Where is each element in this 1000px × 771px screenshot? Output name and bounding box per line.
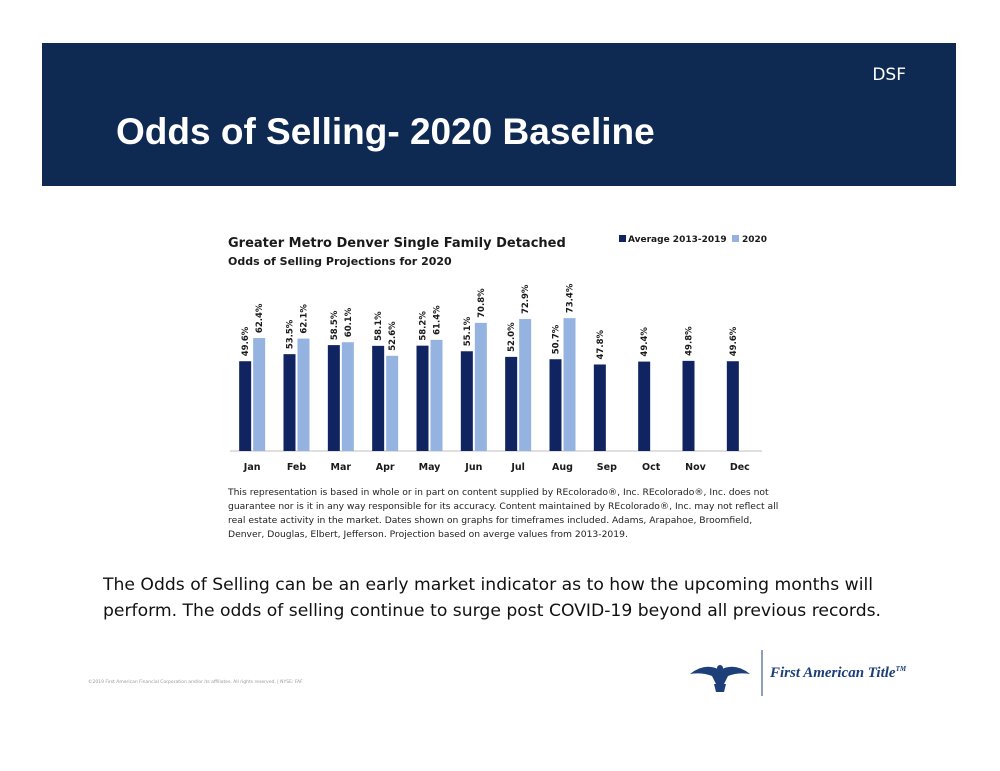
- bar-jan-average: [239, 361, 252, 451]
- eagle-seal-icon: [690, 665, 750, 692]
- data-label-may-2020: 61.4%: [433, 305, 443, 335]
- header-banner: DSF Odds of Selling- 2020 Baseline: [42, 43, 956, 186]
- first-american-logo: [690, 650, 763, 696]
- legend-swatch-average: [619, 235, 626, 242]
- x-tick-mar: Mar: [331, 462, 352, 473]
- logo-name: First American Title: [770, 665, 896, 681]
- x-tick-feb: Feb: [287, 462, 307, 473]
- bar-aug-2020: [563, 318, 576, 451]
- data-label-feb-average: 53.5%: [286, 319, 296, 349]
- x-tick-jun: Jun: [464, 462, 482, 473]
- bar-apr-average: [372, 345, 385, 451]
- data-label-jun-average: 55.1%: [463, 316, 473, 346]
- data-label-nov-average: 49.8%: [685, 326, 695, 356]
- disclaimer-text: This representation is based in whole or…: [228, 487, 779, 540]
- bar-oct-average: [638, 361, 651, 451]
- data-label-jan-average: 49.6%: [241, 326, 251, 356]
- data-label-apr-2020: 52.6%: [388, 321, 398, 351]
- x-tick-dec: Dec: [730, 462, 750, 473]
- data-label-mar-2020: 60.1%: [344, 307, 354, 337]
- x-tick-aug: Aug: [552, 462, 573, 473]
- logo-wordmark: First American TitleTM: [770, 665, 906, 682]
- bar-feb-average: [283, 354, 296, 451]
- odds-of-selling-chart: Greater Metro Denver Single Family Detac…: [228, 235, 767, 473]
- data-label-jan-2020: 62.4%: [255, 303, 265, 333]
- x-tick-nov: Nov: [685, 462, 706, 473]
- chart-subtitle: Odds of Selling Projections for 2020: [228, 255, 452, 268]
- data-label-jul-2020: 72.9%: [521, 284, 531, 314]
- legend-label-average: Average 2013-2019: [628, 235, 727, 245]
- legend-label-2020: 2020: [742, 235, 767, 245]
- data-label-jul-average: 52.0%: [507, 322, 517, 352]
- logo-trademark: TM: [895, 665, 907, 673]
- bar-jun-average: [460, 351, 473, 451]
- page-title: Odds of Selling- 2020 Baseline: [116, 111, 655, 152]
- data-label-jun-2020: 70.8%: [477, 288, 487, 318]
- body-paragraph: The Odds of Selling can be an early mark…: [103, 575, 882, 621]
- bar-dec-average: [726, 361, 739, 451]
- bar-apr-2020: [386, 355, 399, 451]
- data-label-apr-average: 58.1%: [374, 311, 384, 341]
- x-tick-jan: Jan: [243, 462, 261, 473]
- x-tick-apr: Apr: [376, 462, 395, 473]
- x-tick-may: May: [419, 462, 442, 473]
- plot-area: 49.6% 62.4% Jan 53.5% 62.1% Feb 58.5% 60.1% Mar 5…: [230, 283, 762, 473]
- bar-may-average: [416, 345, 429, 451]
- bar-feb-2020: [297, 338, 310, 451]
- chart-title: Greater Metro Denver Single Family Detac…: [228, 236, 566, 251]
- data-label-may-average: 58.2%: [419, 311, 429, 341]
- bar-may-2020: [430, 339, 443, 451]
- copyright-note: ©2019 First American Financial Corporati…: [88, 680, 303, 685]
- bar-jul-2020: [519, 319, 532, 451]
- data-label-mar-average: 58.5%: [330, 310, 340, 340]
- x-tick-jul: Jul: [510, 462, 525, 473]
- bar-sep-average: [593, 364, 606, 451]
- data-label-dec-average: 49.6%: [729, 326, 739, 356]
- x-tick-oct: Oct: [642, 462, 661, 473]
- data-label-sep-average: 47.8%: [596, 330, 606, 360]
- bar-jul-average: [505, 356, 518, 451]
- bar-nov-average: [682, 360, 695, 451]
- bar-aug-average: [549, 359, 562, 451]
- data-label-feb-2020: 62.1%: [300, 304, 310, 334]
- section-tag: DSF: [872, 65, 906, 85]
- bar-mar-2020: [341, 342, 354, 451]
- bar-mar-average: [327, 345, 340, 451]
- data-label-aug-2020: 73.4%: [566, 283, 576, 313]
- bar-jun-2020: [474, 322, 487, 451]
- data-label-oct-average: 49.4%: [640, 327, 650, 357]
- legend-swatch-2020: [732, 235, 739, 242]
- bar-jan-2020: [253, 338, 266, 451]
- x-tick-sep: Sep: [597, 462, 617, 473]
- data-label-aug-average: 50.7%: [552, 324, 562, 354]
